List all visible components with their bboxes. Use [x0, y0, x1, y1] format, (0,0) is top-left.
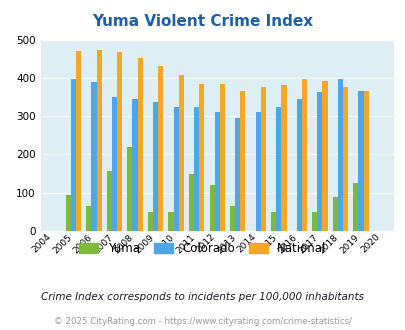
Bar: [240, 91, 245, 231]
Bar: [230, 206, 234, 231]
Bar: [91, 82, 96, 231]
Bar: [153, 102, 158, 231]
Bar: [199, 83, 204, 231]
Bar: [322, 81, 327, 231]
Bar: [219, 83, 224, 231]
Bar: [281, 85, 286, 231]
Bar: [117, 52, 122, 231]
Bar: [158, 66, 163, 231]
Bar: [214, 112, 219, 231]
Text: © 2025 CityRating.com - https://www.cityrating.com/crime-statistics/: © 2025 CityRating.com - https://www.city…: [54, 317, 351, 326]
Bar: [255, 112, 260, 231]
Text: Yuma Violent Crime Index: Yuma Violent Crime Index: [92, 14, 313, 29]
Text: Crime Index corresponds to incidents per 100,000 inhabitants: Crime Index corresponds to incidents per…: [41, 292, 364, 302]
Bar: [96, 50, 101, 231]
Legend: Yuma, Colorado, National: Yuma, Colorado, National: [75, 237, 330, 260]
Bar: [76, 51, 81, 231]
Bar: [275, 107, 281, 231]
Bar: [362, 91, 368, 231]
Bar: [209, 185, 214, 231]
Bar: [358, 91, 362, 231]
Bar: [71, 79, 76, 231]
Bar: [194, 107, 199, 231]
Bar: [137, 58, 143, 231]
Bar: [147, 212, 153, 231]
Bar: [352, 183, 358, 231]
Bar: [178, 75, 183, 231]
Bar: [127, 147, 132, 231]
Bar: [234, 118, 240, 231]
Bar: [132, 99, 137, 231]
Bar: [188, 174, 194, 231]
Bar: [112, 97, 117, 231]
Bar: [86, 206, 91, 231]
Bar: [311, 212, 317, 231]
Bar: [337, 79, 342, 231]
Bar: [342, 87, 347, 231]
Bar: [332, 197, 337, 231]
Bar: [260, 87, 265, 231]
Bar: [301, 80, 306, 231]
Bar: [168, 212, 173, 231]
Bar: [271, 212, 275, 231]
Bar: [107, 171, 112, 231]
Bar: [173, 107, 178, 231]
Bar: [317, 92, 322, 231]
Bar: [66, 195, 71, 231]
Bar: [296, 99, 301, 231]
